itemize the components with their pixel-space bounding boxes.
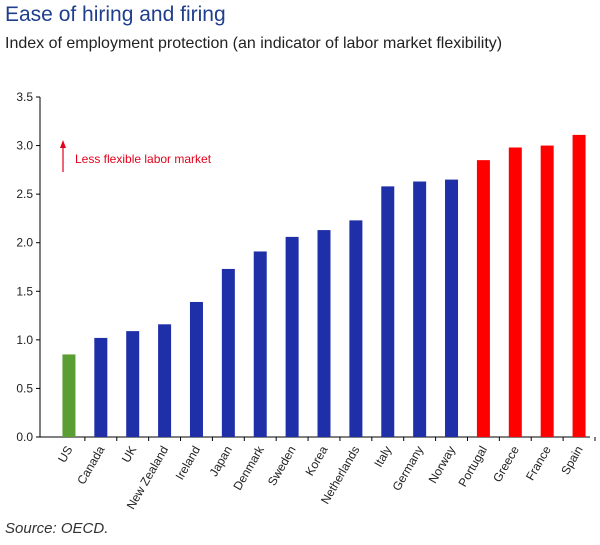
bar-germany [413,181,427,437]
bar-spain [572,134,586,437]
annotation: Less flexible labor market [60,140,212,172]
y-tick-label: 0.0 [16,430,33,444]
x-tick-label: Portugal [456,443,490,489]
arrow-head-icon [60,140,66,148]
bar-canada [94,337,108,437]
y-tick-label: 1.5 [16,284,33,298]
bar-us [62,354,76,437]
x-tick-label: Japan [206,444,234,479]
bar-denmark [253,251,267,437]
x-tick-label: Canada [74,443,107,487]
source-note: Source: OECD. [5,520,109,537]
y-tick-label: 2.5 [16,187,33,201]
y-tick-label: 3.0 [16,139,33,153]
bar-france [540,145,554,438]
x-tick-label: Denmark [230,443,267,493]
bar-ireland [189,301,203,437]
y-tick-label: 1.0 [16,333,33,347]
bar-portugal [476,160,490,437]
bars [62,134,586,438]
x-tick-label: France [523,443,554,483]
x-tick-label: Ireland [173,444,203,483]
x-tick-label: Germany [389,444,426,494]
bar-italy [381,186,395,437]
bar-uk [126,331,140,437]
x-tick-label: US [55,444,75,465]
bar-norway [445,179,459,438]
y-axis-ticks: 0.0 0.5 1.0 1.5 2.0 2.5 3.0 3.5 [16,90,40,444]
y-tick-label: 2.0 [16,236,33,250]
bar-korea [317,230,331,437]
x-tick-label: Italy [371,444,394,470]
x-tick-label: Norway [426,444,458,486]
bar-netherlands [349,220,363,437]
x-tick-label: Sweden [265,444,299,489]
bar-japan [221,268,235,437]
annotation-text: Less flexible labor market [75,152,212,166]
x-tick-label: UK [119,444,139,465]
x-tick-label: Korea [302,443,330,478]
bar-new-zealand [158,324,172,437]
y-tick-label: 0.5 [16,381,33,395]
bar-sweden [285,236,299,437]
chart-subtitle: Index of employment protection (an indic… [5,35,503,52]
y-tick-label: 3.5 [16,90,33,104]
bar-greece [508,147,522,437]
chart-title: Ease of hiring and firing [5,3,226,26]
x-tick-label: Greece [490,443,522,484]
x-tick-label: Spain [558,444,585,478]
